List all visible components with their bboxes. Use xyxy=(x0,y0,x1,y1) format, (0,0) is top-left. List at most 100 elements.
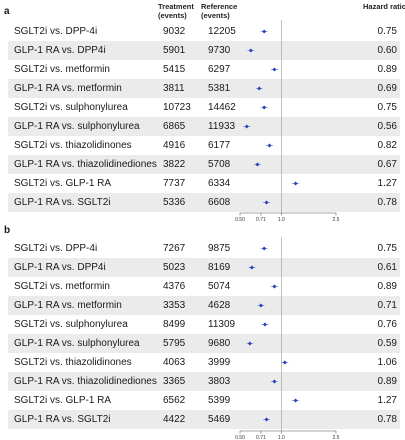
hazard-ratio-value: 0.89 xyxy=(377,281,397,292)
comparison-label: SGLT2i vs. sulphonylurea xyxy=(14,102,128,113)
reference-events: 5074 xyxy=(208,281,231,292)
hazard-ratio-marker xyxy=(258,303,263,308)
comparison-label: SGLT2i vs. GLP-1 RA xyxy=(14,395,112,406)
table-row: GLP-1 RA vs. DPP4i 5901 9730 0.60 xyxy=(8,41,400,60)
table-row: SGLT2i vs. GLP-1 RA 6562 5399 1.27 xyxy=(8,391,400,410)
reference-events: 8169 xyxy=(208,262,231,273)
treatment-events: 7267 xyxy=(163,243,186,254)
hazard-ratio-value: 0.71 xyxy=(377,300,397,311)
hazard-ratio-value: 0.75 xyxy=(377,243,397,254)
x-tick-label: 2.5 xyxy=(333,217,340,223)
treatment-events: 4063 xyxy=(163,357,186,368)
hazard-ratio-marker xyxy=(264,200,269,205)
table-row: SGLT2i vs. sulphonylurea 8499 11309 0.76 xyxy=(8,315,400,334)
hazard-ratio-marker xyxy=(257,86,262,91)
treatment-events: 5795 xyxy=(163,338,186,349)
comparison-label: SGLT2i vs. metformin xyxy=(14,64,110,75)
header-reference-text: Reference (events) xyxy=(201,2,238,20)
reference-events: 6608 xyxy=(208,197,231,208)
hazard-ratio-marker xyxy=(255,162,260,167)
hazard-ratio-marker xyxy=(248,48,253,53)
hazard-ratio-marker xyxy=(264,417,269,422)
hazard-ratio-value: 0.59 xyxy=(377,338,397,349)
treatment-events: 3822 xyxy=(163,159,186,170)
x-tick-label: 0.71 xyxy=(256,217,266,223)
comparison-label: SGLT2i vs. GLP-1 RA xyxy=(14,178,112,189)
reference-events: 11933 xyxy=(208,121,236,132)
reference-events: 3999 xyxy=(208,357,231,368)
comparison-label: SGLT2i vs. DPP-4i xyxy=(14,26,98,37)
comparison-label: GLP-1 RA vs. DPP4i xyxy=(14,45,106,56)
reference-events: 5399 xyxy=(208,395,231,406)
hazard-ratio-marker xyxy=(249,265,254,270)
comparison-label: SGLT2i vs. thiazolidinones xyxy=(14,140,132,151)
treatment-events: 5415 xyxy=(163,64,186,75)
table-row: GLP-1 RA vs. sulphonylurea 5795 9680 0.59 xyxy=(8,334,400,353)
panel-label-a: a xyxy=(4,6,10,17)
comparison-label: GLP-1 RA vs. sulphonylurea xyxy=(14,338,140,349)
reference-events: 9875 xyxy=(208,243,231,254)
hazard-ratio-value: 0.61 xyxy=(377,262,397,273)
table-row: SGLT2i vs. sulphonylurea 10723 14462 0.75 xyxy=(8,98,400,117)
table-row: SGLT2i vs. DPP-4i 7267 9875 0.75 xyxy=(8,239,400,258)
table-row: GLP-1 RA vs. SGLT2i 5336 6608 0.78 xyxy=(8,193,400,212)
x-tick-label: 0.71 xyxy=(256,435,266,440)
table-row: GLP-1 RA vs. SGLT2i 4422 5469 0.78 xyxy=(8,410,400,429)
panel-label-b: b xyxy=(4,225,11,236)
table-row: GLP-1 RA vs. thiazolidinediones 3365 3803 0… xyxy=(8,372,400,391)
treatment-events: 3353 xyxy=(163,300,186,311)
comparison-label: GLP-1 RA vs. thiazolidinediones xyxy=(14,159,157,170)
treatment-events: 8499 xyxy=(163,319,186,330)
hazard-ratio-marker xyxy=(244,124,249,129)
reference-events: 3803 xyxy=(208,376,231,387)
reference-events: 6334 xyxy=(208,178,231,189)
hazard-ratio-value: 0.56 xyxy=(377,121,397,132)
hazard-ratio-value: 1.06 xyxy=(377,357,397,368)
comparison-label: SGLT2i vs. thiazolidinones xyxy=(14,357,132,368)
x-tick-label: 1.0 xyxy=(278,217,285,223)
treatment-events: 4422 xyxy=(163,414,186,425)
treatment-events: 4916 xyxy=(163,140,186,151)
table-row: SGLT2i vs. metformin 5415 6297 0.89 xyxy=(8,60,400,79)
x-tick-label: 0.50 xyxy=(235,435,245,440)
hazard-ratio-marker xyxy=(272,284,277,289)
table-row: SGLT2i vs. thiazolidinones 4063 3999 1.06 xyxy=(8,353,400,372)
comparison-label: SGLT2i vs. metformin xyxy=(14,281,110,292)
header-reference: Reference (events) xyxy=(201,2,237,20)
hazard-ratio-value: 0.82 xyxy=(377,140,397,151)
hazard-ratio-value: 1.27 xyxy=(377,395,397,406)
hazard-ratio-marker xyxy=(262,29,267,34)
table-row: GLP-1 RA vs. thiazolidinediones 3822 5708 0… xyxy=(8,155,400,174)
hazard-ratio-value: 1.27 xyxy=(377,178,397,189)
reference-events: 12205 xyxy=(208,26,236,37)
x-tick-label: 0.50 xyxy=(235,217,245,223)
hazard-ratio-value: 0.78 xyxy=(377,197,397,208)
reference-events: 6297 xyxy=(208,64,231,75)
hazard-ratio-marker xyxy=(262,322,267,327)
hazard-ratio-value: 0.69 xyxy=(377,83,397,94)
treatment-events: 9032 xyxy=(163,26,186,37)
header-treatment-text: Treatment (events) xyxy=(158,2,194,20)
table-row: GLP-1 RA vs. DPP4i 5023 8169 0.61 xyxy=(8,258,400,277)
hazard-ratio-value: 0.60 xyxy=(377,45,397,56)
header-treatment: Treatment (events) xyxy=(158,2,194,20)
treatment-events: 7737 xyxy=(163,178,186,189)
hazard-ratio-value: 0.76 xyxy=(377,319,397,330)
hazard-ratio-value: 0.75 xyxy=(377,102,397,113)
hazard-ratio-marker xyxy=(272,379,277,384)
table-row: SGLT2i vs. thiazolidinones 4916 6177 0.82 xyxy=(8,136,400,155)
comparison-label: GLP-1 RA vs. thiazolidinediones xyxy=(14,376,157,387)
reference-events: 6177 xyxy=(208,140,231,151)
comparison-label: GLP-1 RA vs. DPP4i xyxy=(14,262,106,273)
hazard-ratio-value: 0.67 xyxy=(377,159,397,170)
treatment-events: 10723 xyxy=(163,102,191,113)
treatment-events: 3365 xyxy=(163,376,186,387)
hazard-ratio-marker xyxy=(267,143,272,148)
comparison-label: GLP-1 RA vs. SGLT2i xyxy=(14,197,111,208)
reference-events: 5708 xyxy=(208,159,231,170)
table-row: GLP-1 RA vs. sulphonylurea 6865 11933 0.56 xyxy=(8,117,400,136)
table-row: GLP-1 RA vs. metformin 3353 4628 0.71 xyxy=(8,296,400,315)
comparison-label: SGLT2i vs. DPP-4i xyxy=(14,243,98,254)
treatment-events: 5023 xyxy=(163,262,186,273)
